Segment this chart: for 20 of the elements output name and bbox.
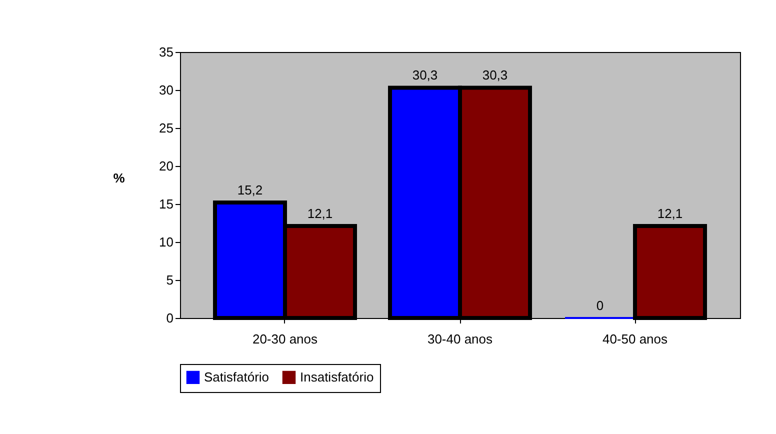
y-tick-label: 5: [166, 272, 174, 288]
y-tick-label: 20: [159, 158, 174, 174]
data-label: 12,1: [307, 206, 333, 222]
data-label: 30,3: [482, 68, 508, 83]
y-tick-label: 10: [159, 234, 174, 250]
legend-label: Insatisfatório: [300, 369, 374, 384]
data-label: 15,2: [237, 182, 263, 198]
data-label: 12,1: [657, 206, 683, 222]
y-tick-label: 15: [159, 196, 174, 212]
y-axis-title: %: [113, 170, 126, 186]
y-tick-label: 25: [159, 120, 174, 136]
x-tick-label: 40-50 anos: [602, 332, 668, 346]
y-tick-label: 0: [166, 310, 174, 326]
y-tick-label: 30: [159, 82, 174, 98]
data-label: 0: [596, 298, 604, 313]
legend-label: Satisfatório: [204, 369, 270, 384]
data-label: 30,3: [412, 68, 438, 83]
x-tick-label: 20-30 anos: [252, 332, 318, 346]
y-tick-label: 35: [159, 44, 174, 60]
x-tick-label: 30-40 anos: [427, 332, 494, 346]
